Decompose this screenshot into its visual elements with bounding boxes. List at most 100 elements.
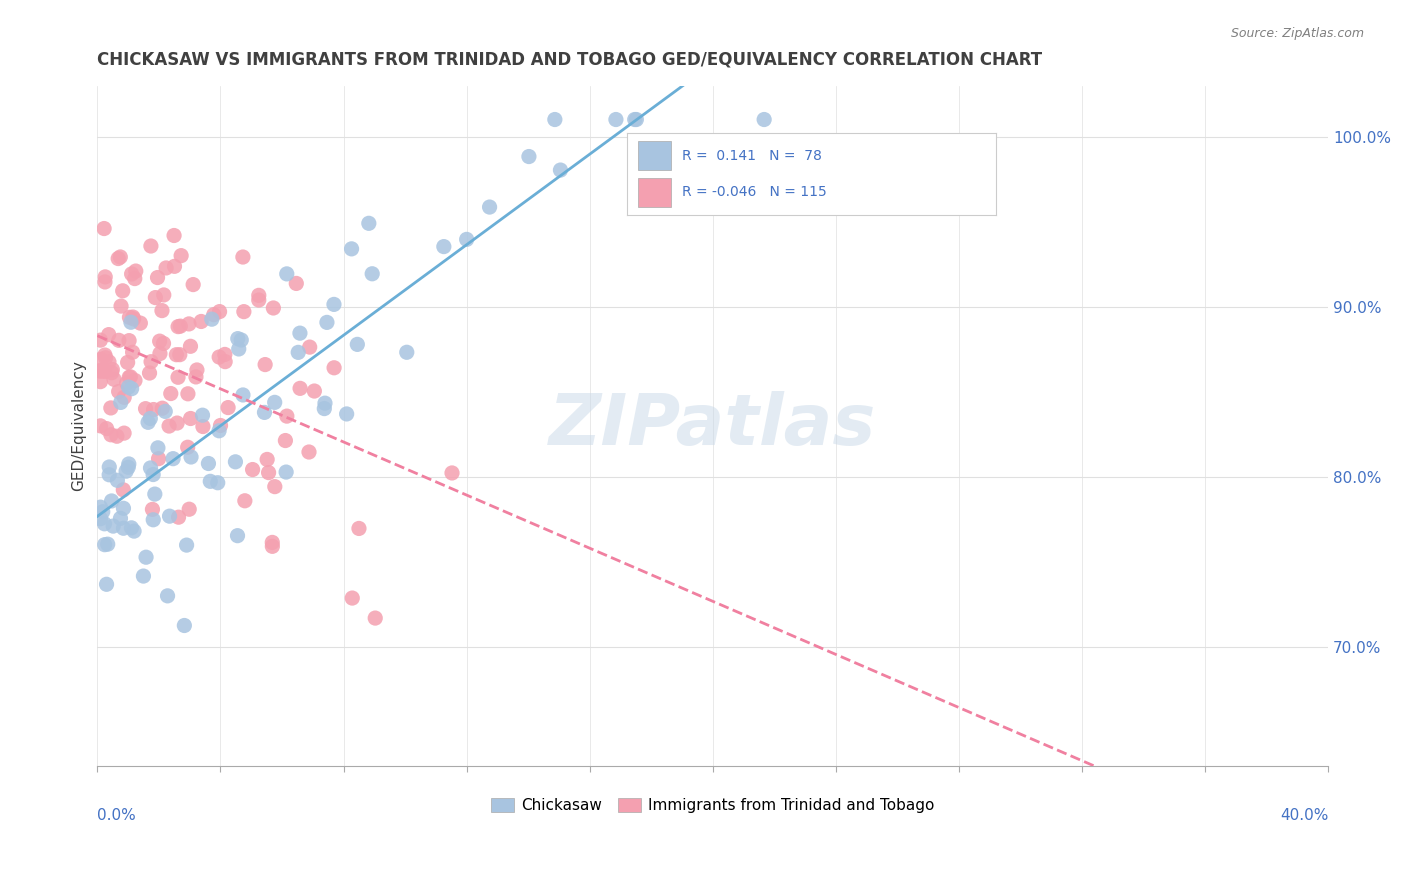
Point — [162, 451, 184, 466]
Point — [214, 354, 236, 368]
Point — [626, 112, 648, 127]
Point — [103, 372, 125, 386]
Point — [208, 304, 231, 318]
Point — [98, 467, 121, 482]
Point — [276, 267, 298, 281]
Point — [94, 275, 117, 289]
Point — [247, 293, 270, 307]
Point — [228, 342, 250, 356]
Point — [107, 384, 129, 399]
Point — [94, 348, 117, 362]
Point — [124, 271, 146, 285]
Point — [89, 364, 111, 378]
Point — [120, 521, 142, 535]
Point — [169, 319, 191, 334]
Point — [177, 317, 200, 331]
Point — [456, 232, 478, 246]
Point — [122, 312, 145, 326]
Point — [395, 345, 418, 359]
Point — [314, 401, 336, 416]
Point — [105, 429, 128, 443]
Point — [181, 277, 204, 292]
Point — [112, 501, 135, 516]
Point — [118, 457, 141, 471]
Point — [191, 408, 214, 422]
Point — [167, 319, 190, 334]
Point — [752, 112, 775, 127]
Point — [107, 252, 129, 266]
Point — [94, 269, 117, 284]
Point — [217, 401, 239, 415]
Point — [605, 112, 627, 127]
Point — [108, 334, 131, 348]
Point — [191, 419, 214, 434]
Point — [298, 340, 321, 354]
Point — [285, 277, 308, 291]
Point — [152, 336, 174, 351]
Point — [150, 401, 173, 416]
Point — [323, 297, 346, 311]
Point — [141, 502, 163, 516]
Point — [173, 618, 195, 632]
Point — [145, 291, 167, 305]
Point — [276, 465, 298, 479]
Point — [361, 267, 384, 281]
Point — [149, 346, 172, 360]
Point — [91, 505, 114, 519]
Point — [304, 384, 326, 398]
Text: 0.0%: 0.0% — [97, 808, 136, 823]
Point — [112, 426, 135, 441]
Point — [550, 163, 572, 178]
Point — [287, 345, 309, 359]
Point — [100, 401, 122, 415]
Point — [110, 299, 132, 313]
Point — [544, 112, 567, 127]
Point — [139, 411, 162, 425]
Point — [214, 347, 236, 361]
Point — [139, 461, 162, 475]
Point — [89, 363, 111, 377]
Point — [89, 333, 111, 347]
Point — [150, 303, 173, 318]
Point — [517, 149, 540, 163]
Point — [110, 250, 132, 264]
Point — [342, 591, 364, 605]
Point — [623, 112, 645, 127]
Y-axis label: GED/Equivalency: GED/Equivalency — [72, 360, 86, 491]
Point — [202, 308, 225, 322]
Point — [190, 314, 212, 328]
Point — [262, 539, 284, 553]
Point — [157, 419, 180, 434]
Point — [180, 411, 202, 425]
Point — [120, 369, 142, 384]
Point — [139, 354, 162, 368]
Point — [129, 316, 152, 330]
Point — [120, 315, 142, 329]
Point — [152, 288, 174, 302]
Point — [163, 228, 186, 243]
Point — [263, 480, 285, 494]
Point — [122, 524, 145, 538]
Point — [112, 390, 135, 404]
Point — [117, 380, 139, 394]
Point — [167, 510, 190, 524]
Point — [143, 487, 166, 501]
Point — [347, 521, 370, 535]
Point — [163, 260, 186, 274]
Point — [257, 466, 280, 480]
Point — [316, 315, 339, 329]
Point — [276, 409, 298, 424]
Point — [433, 239, 456, 253]
Point — [340, 242, 363, 256]
Point — [146, 441, 169, 455]
Point — [138, 366, 160, 380]
Point — [197, 457, 219, 471]
Legend: Chickasaw, Immigrants from Trinidad and Tobago: Chickasaw, Immigrants from Trinidad and … — [485, 792, 941, 819]
Point — [96, 577, 118, 591]
Point — [253, 405, 276, 419]
Point — [357, 216, 380, 230]
Point — [94, 351, 117, 365]
Point — [94, 364, 117, 378]
Point — [232, 304, 254, 318]
Point — [117, 355, 139, 369]
